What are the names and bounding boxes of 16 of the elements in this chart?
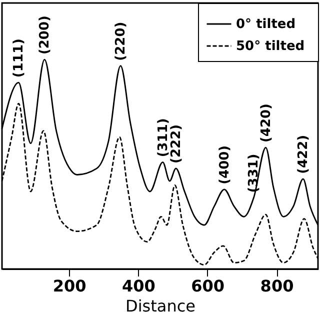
annotation: (111): [12, 38, 27, 78]
x-tick-label: 400: [122, 276, 156, 296]
x-axis-title: Distance: [126, 296, 196, 316]
annotation: (220): [114, 22, 129, 61]
x-tick-label: 200: [52, 276, 86, 296]
annotation: (422): [296, 134, 312, 174]
annotation: (331): [246, 154, 262, 193]
x-tick-label: 600: [191, 276, 225, 296]
annotation: (400): [217, 145, 232, 184]
annotation: (222): [168, 124, 184, 164]
annotation: (311): [156, 118, 171, 158]
x-tick-label: 800: [260, 276, 294, 296]
legend-label: 50° tilted: [236, 39, 305, 54]
annotation: (200): [38, 16, 53, 55]
annotation: (420): [258, 103, 274, 143]
legend-label: 0° tilted: [236, 17, 296, 32]
